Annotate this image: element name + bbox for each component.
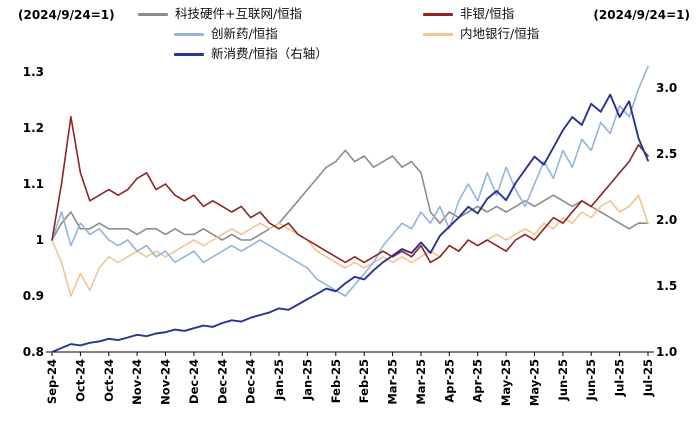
svg-text:Jan-25: Jan-25: [272, 359, 286, 401]
svg-text:0.8: 0.8: [23, 345, 44, 359]
svg-text:Jul-25: Jul-25: [613, 359, 627, 397]
svg-text:3.0: 3.0: [656, 81, 677, 95]
legend-label: 科技硬件+互联网/恒指: [175, 6, 303, 21]
legend-item-innovative-drugs: 创新药/恒指: [174, 27, 423, 41]
legend-line-icon: [423, 12, 453, 16]
legend-label: 新消费/恒指（右轴）: [211, 46, 328, 61]
legend-item-mainland-banks: 内地银行/恒指: [423, 27, 539, 41]
svg-text:Jan-25: Jan-25: [300, 359, 314, 401]
legend-item-new-consumption: 新消费/恒指（右轴）: [174, 47, 423, 61]
legend-line-icon: [174, 52, 204, 56]
legend-label: 创新药/恒指: [211, 26, 278, 41]
svg-text:Dec-24: Dec-24: [244, 359, 258, 404]
svg-text:Jul-25: Jul-25: [641, 359, 655, 397]
svg-text:2.5: 2.5: [656, 147, 677, 161]
legend-label: 内地银行/恒指: [460, 26, 540, 41]
svg-text:Apr-25: Apr-25: [442, 359, 456, 403]
svg-text:Mar-25: Mar-25: [414, 359, 428, 405]
right-axis-annotation: (2024/9/24=1): [593, 8, 690, 22]
svg-text:1.0: 1.0: [656, 345, 677, 359]
svg-text:Jun-25: Jun-25: [556, 359, 570, 401]
svg-text:Feb-25: Feb-25: [329, 359, 343, 403]
svg-text:Oct-24: Oct-24: [102, 359, 116, 402]
legend-item-tech-hardware-internet: 科技硬件+互联网/恒指: [138, 7, 423, 21]
svg-text:Apr-25: Apr-25: [471, 359, 485, 403]
legend: 科技硬件+互联网/恒指 非银/恒指 创新药/恒指 内地银行/恒指 新消费/恒指（…: [138, 7, 539, 61]
svg-text:1.5: 1.5: [656, 279, 677, 293]
svg-text:1: 1: [36, 233, 44, 247]
svg-text:May-25: May-25: [499, 359, 513, 406]
svg-text:1.3: 1.3: [23, 65, 44, 79]
svg-text:2.0: 2.0: [656, 213, 677, 227]
legend-item-nonbank: 非银/恒指: [423, 7, 539, 21]
legend-line-icon: [138, 12, 168, 16]
svg-text:Nov-24: Nov-24: [130, 359, 144, 405]
legend-line-icon: [174, 32, 204, 36]
svg-text:Jun-25: Jun-25: [584, 359, 598, 401]
svg-text:Mar-25: Mar-25: [386, 359, 400, 405]
svg-text:1.2: 1.2: [23, 121, 44, 135]
legend-line-icon: [423, 32, 453, 36]
svg-text:1.1: 1.1: [23, 177, 44, 191]
svg-text:Dec-24: Dec-24: [187, 359, 201, 404]
left-axis-annotation: (2024/9/24=1): [18, 8, 115, 22]
legend-label: 非银/恒指: [460, 6, 515, 21]
svg-text:Oct-24: Oct-24: [73, 359, 87, 402]
svg-text:Nov-24: Nov-24: [159, 359, 173, 405]
svg-text:Sep-24: Sep-24: [45, 359, 59, 404]
svg-text:0.9: 0.9: [23, 289, 44, 303]
svg-text:Dec-24: Dec-24: [215, 359, 229, 404]
svg-text:Feb-25: Feb-25: [357, 359, 371, 403]
svg-text:May-25: May-25: [528, 359, 542, 406]
